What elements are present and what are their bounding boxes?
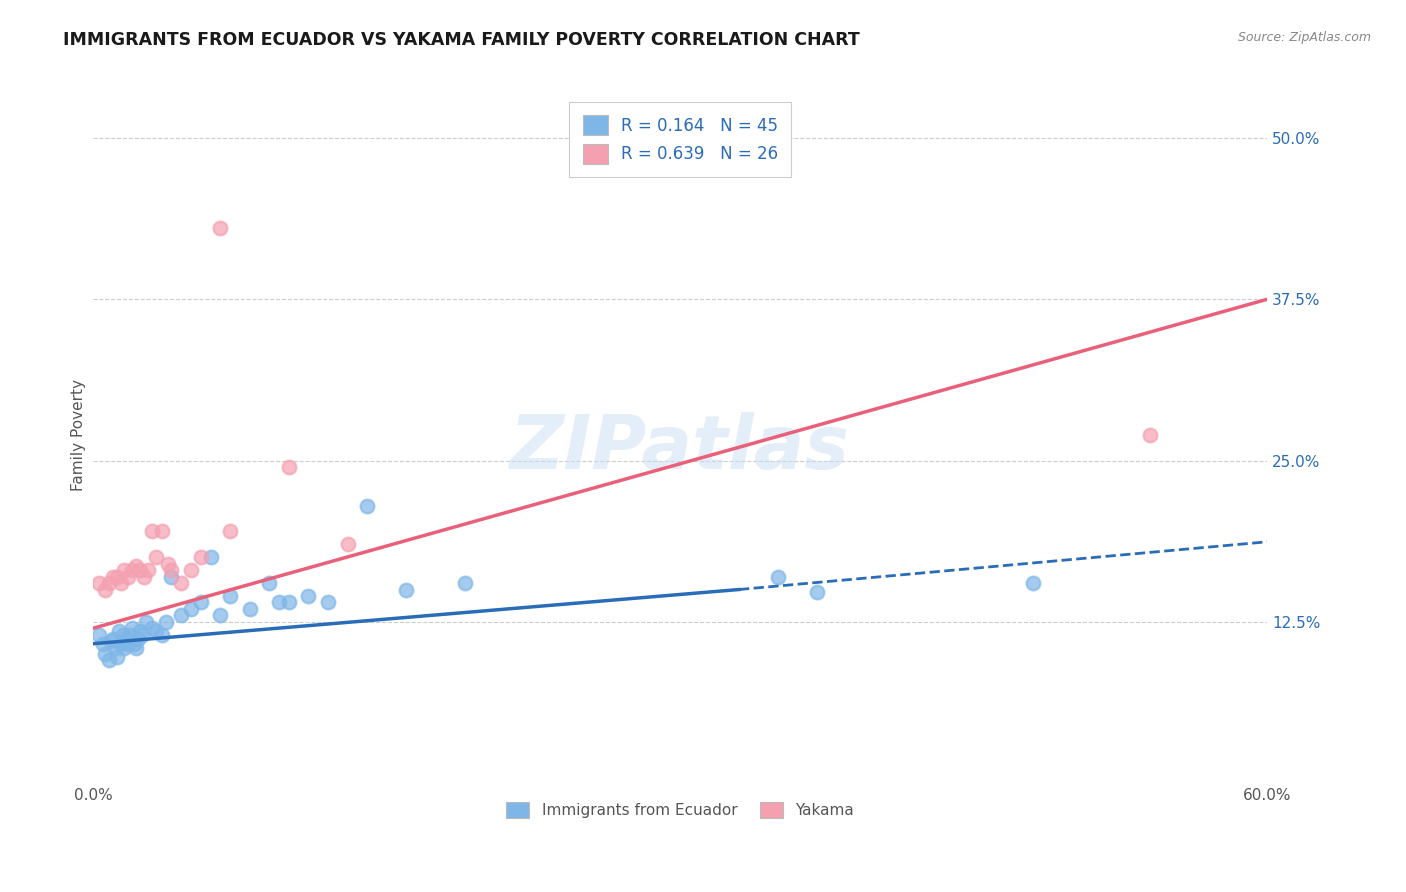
Text: Source: ZipAtlas.com: Source: ZipAtlas.com — [1237, 31, 1371, 45]
Point — [110, 637, 132, 651]
Point — [141, 524, 163, 539]
Point — [170, 576, 193, 591]
Point — [87, 576, 110, 591]
Point — [239, 602, 262, 616]
Point — [114, 640, 136, 655]
Point — [209, 608, 232, 623]
Point — [1139, 427, 1161, 442]
Point — [111, 628, 134, 642]
Point — [91, 637, 114, 651]
Point — [101, 632, 124, 646]
Point — [87, 628, 110, 642]
Point — [127, 632, 149, 646]
Point — [97, 653, 120, 667]
Point — [115, 632, 138, 646]
Point — [107, 624, 129, 638]
Point — [150, 628, 173, 642]
Point — [132, 569, 155, 583]
Point — [190, 550, 212, 565]
Point — [117, 569, 139, 583]
Point — [110, 576, 132, 591]
Point — [170, 608, 193, 623]
Point — [124, 637, 146, 651]
Point — [277, 459, 299, 474]
Point — [131, 628, 153, 642]
Point — [125, 640, 148, 655]
Point — [117, 637, 139, 651]
Point — [121, 563, 143, 577]
Legend: Immigrants from Ecuador, Yakama: Immigrants from Ecuador, Yakama — [501, 796, 860, 824]
Point — [277, 595, 299, 609]
Point — [180, 602, 202, 616]
Point — [155, 615, 177, 629]
Point — [150, 524, 173, 539]
Point — [356, 499, 378, 513]
Point — [766, 569, 789, 583]
Point — [806, 585, 828, 599]
Point — [121, 621, 143, 635]
Point — [105, 569, 128, 583]
Point — [100, 634, 122, 648]
Point — [120, 628, 142, 642]
Point — [180, 563, 202, 577]
Point — [190, 595, 212, 609]
Point — [219, 589, 242, 603]
Text: ZIPatlas: ZIPatlas — [510, 412, 851, 485]
Point — [136, 563, 159, 577]
Point — [200, 550, 222, 565]
Point — [141, 621, 163, 635]
Point — [454, 576, 477, 591]
Point — [269, 595, 291, 609]
Y-axis label: Family Poverty: Family Poverty — [72, 379, 86, 491]
Point — [219, 524, 242, 539]
Point — [209, 221, 232, 235]
Point — [316, 595, 339, 609]
Point — [135, 615, 157, 629]
Point — [94, 647, 117, 661]
Point — [259, 576, 281, 591]
Point — [104, 640, 127, 655]
Point — [160, 569, 183, 583]
Point — [101, 569, 124, 583]
Point — [145, 550, 167, 565]
Point — [94, 582, 117, 597]
Point — [1021, 576, 1043, 591]
Text: IMMIGRANTS FROM ECUADOR VS YAKAMA FAMILY POVERTY CORRELATION CHART: IMMIGRANTS FROM ECUADOR VS YAKAMA FAMILY… — [63, 31, 860, 49]
Point — [125, 559, 148, 574]
Point — [145, 624, 167, 638]
Point — [105, 649, 128, 664]
Point — [97, 576, 120, 591]
Point — [129, 563, 152, 577]
Point — [129, 624, 152, 638]
Point — [395, 582, 418, 597]
Point — [297, 589, 319, 603]
Point — [160, 563, 183, 577]
Point — [336, 537, 359, 551]
Point — [156, 557, 179, 571]
Point — [114, 563, 136, 577]
